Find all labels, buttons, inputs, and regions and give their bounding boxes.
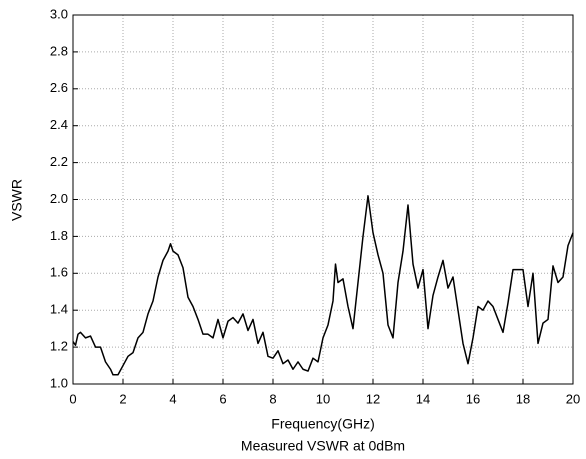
x-tick-label: 8 <box>269 391 276 406</box>
y-tick-label: 2.8 <box>50 43 68 58</box>
x-axis-label: Frequency(GHz) <box>271 416 374 432</box>
x-tick-label: 0 <box>69 391 76 406</box>
y-tick-label: 2.2 <box>50 154 68 169</box>
y-tick-label: 1.4 <box>50 302 68 317</box>
subtitle: Measured VSWR at 0dBm <box>241 438 405 454</box>
data-line <box>72 195 574 376</box>
x-tick-label: 16 <box>466 391 480 406</box>
y-tick-label: 2.4 <box>50 117 68 132</box>
x-tick-label: 4 <box>169 391 176 406</box>
y-tick-label: 2.6 <box>50 80 68 95</box>
y-tick-label: 1.0 <box>50 375 68 390</box>
x-tick-label: 20 <box>566 391 580 406</box>
x-tick-label: 18 <box>516 391 530 406</box>
y-tick-label: 1.2 <box>50 339 68 354</box>
x-tick-label: 14 <box>416 391 430 406</box>
x-tick-label: 2 <box>119 391 126 406</box>
y-tick-label: 1.8 <box>50 228 68 243</box>
y-axis-label: VSWR <box>9 179 25 221</box>
y-tick-label: 2.0 <box>50 191 68 206</box>
x-tick-label: 12 <box>366 391 380 406</box>
plot-frame <box>72 14 574 385</box>
y-tick-label: 1.6 <box>50 265 68 280</box>
x-tick-label: 6 <box>219 391 226 406</box>
y-tick-label: 3.0 <box>50 6 68 21</box>
x-tick-label: 10 <box>316 391 330 406</box>
